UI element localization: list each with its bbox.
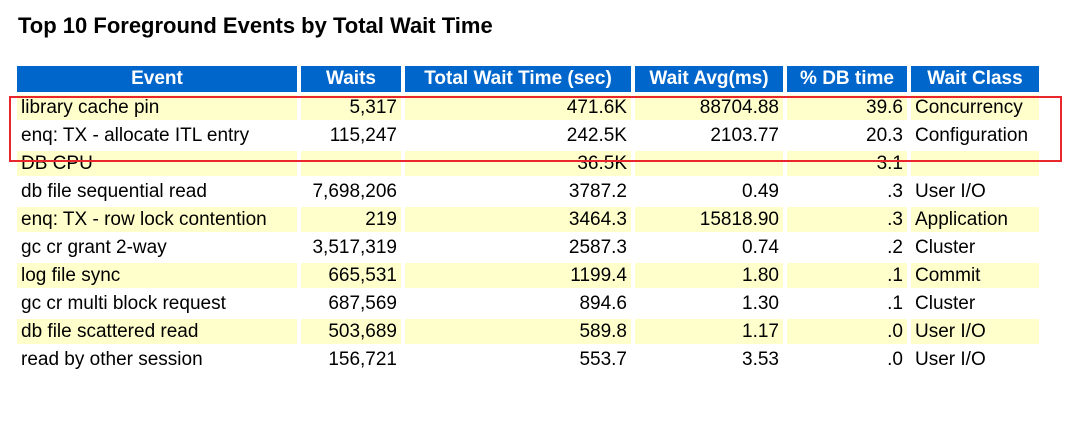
cell-pct-db-time: 20.3 — [787, 123, 907, 148]
cell-total-wait-time: 3464.3 — [405, 207, 631, 232]
cell-event: db file sequential read — [17, 179, 297, 204]
table-row: gc cr multi block request 687,569 894.6 … — [17, 291, 1039, 316]
cell-event: DB CPU — [17, 151, 297, 176]
cell-wait-class: Application — [911, 207, 1039, 232]
events-table: Event Waits Total Wait Time (sec) Wait A… — [13, 63, 1043, 375]
cell-event: enq: TX - allocate ITL entry — [17, 123, 297, 148]
cell-pct-db-time: .1 — [787, 291, 907, 316]
cell-wait-avg: 3.53 — [635, 347, 783, 372]
cell-wait-avg: 88704.88 — [635, 95, 783, 120]
cell-event: library cache pin — [17, 95, 297, 120]
table-row: db file sequential read 7,698,206 3787.2… — [17, 179, 1039, 204]
cell-waits: 3,517,319 — [301, 235, 401, 260]
cell-wait-avg — [635, 151, 783, 176]
cell-total-wait-time: 2587.3 — [405, 235, 631, 260]
cell-wait-avg: 1.80 — [635, 263, 783, 288]
header-wait-avg: Wait Avg(ms) — [635, 66, 783, 92]
cell-waits: 115,247 — [301, 123, 401, 148]
table-row: enq: TX - row lock contention 219 3464.3… — [17, 207, 1039, 232]
table-row: log file sync 665,531 1199.4 1.80 .1 Com… — [17, 263, 1039, 288]
header-wait-class: Wait Class — [911, 66, 1039, 92]
cell-wait-avg: 15818.90 — [635, 207, 783, 232]
cell-total-wait-time: 3787.2 — [405, 179, 631, 204]
cell-wait-avg: 1.17 — [635, 319, 783, 344]
cell-wait-class: User I/O — [911, 319, 1039, 344]
cell-pct-db-time: .0 — [787, 347, 907, 372]
table-body: library cache pin 5,317 471.6K 88704.88 … — [17, 95, 1039, 372]
cell-event: db file scattered read — [17, 319, 297, 344]
cell-wait-class: Concurrency — [911, 95, 1039, 120]
cell-event: read by other session — [17, 347, 297, 372]
header-event: Event — [17, 66, 297, 92]
cell-pct-db-time: 3.1 — [787, 151, 907, 176]
cell-pct-db-time: .3 — [787, 179, 907, 204]
cell-total-wait-time: 1199.4 — [405, 263, 631, 288]
cell-event: gc cr multi block request — [17, 291, 297, 316]
cell-wait-avg: 0.49 — [635, 179, 783, 204]
cell-waits: 156,721 — [301, 347, 401, 372]
cell-wait-class: User I/O — [911, 347, 1039, 372]
table-row: read by other session 156,721 553.7 3.53… — [17, 347, 1039, 372]
table-row: DB CPU 36.5K 3.1 — [17, 151, 1039, 176]
header-pct-db-time: % DB time — [787, 66, 907, 92]
cell-event: log file sync — [17, 263, 297, 288]
cell-waits: 219 — [301, 207, 401, 232]
cell-waits — [301, 151, 401, 176]
cell-total-wait-time: 242.5K — [405, 123, 631, 148]
cell-wait-avg: 2103.77 — [635, 123, 783, 148]
cell-event: gc cr grant 2-way — [17, 235, 297, 260]
cell-wait-class: Configuration — [911, 123, 1039, 148]
cell-wait-class: Commit — [911, 263, 1039, 288]
cell-pct-db-time: .2 — [787, 235, 907, 260]
table-row: library cache pin 5,317 471.6K 88704.88 … — [17, 95, 1039, 120]
table-row: gc cr grant 2-way 3,517,319 2587.3 0.74 … — [17, 235, 1039, 260]
report-title: Top 10 Foreground Events by Total Wait T… — [18, 13, 493, 38]
cell-wait-class — [911, 151, 1039, 176]
cell-total-wait-time: 589.8 — [405, 319, 631, 344]
cell-waits: 5,317 — [301, 95, 401, 120]
cell-total-wait-time: 36.5K — [405, 151, 631, 176]
cell-pct-db-time: .1 — [787, 263, 907, 288]
header-waits: Waits — [301, 66, 401, 92]
cell-wait-class: User I/O — [911, 179, 1039, 204]
cell-wait-class: Cluster — [911, 291, 1039, 316]
table-row: enq: TX - allocate ITL entry 115,247 242… — [17, 123, 1039, 148]
events-table-container: Event Waits Total Wait Time (sec) Wait A… — [17, 66, 1039, 372]
cell-wait-avg: 0.74 — [635, 235, 783, 260]
table-row: db file scattered read 503,689 589.8 1.1… — [17, 319, 1039, 344]
cell-waits: 7,698,206 — [301, 179, 401, 204]
cell-event: enq: TX - row lock contention — [17, 207, 297, 232]
table-header-row: Event Waits Total Wait Time (sec) Wait A… — [17, 66, 1039, 92]
cell-total-wait-time: 471.6K — [405, 95, 631, 120]
cell-wait-avg: 1.30 — [635, 291, 783, 316]
header-total-wait-time: Total Wait Time (sec) — [405, 66, 631, 92]
cell-total-wait-time: 553.7 — [405, 347, 631, 372]
cell-wait-class: Cluster — [911, 235, 1039, 260]
cell-total-wait-time: 894.6 — [405, 291, 631, 316]
cell-waits: 503,689 — [301, 319, 401, 344]
cell-pct-db-time: .0 — [787, 319, 907, 344]
cell-pct-db-time: .3 — [787, 207, 907, 232]
cell-waits: 687,569 — [301, 291, 401, 316]
cell-pct-db-time: 39.6 — [787, 95, 907, 120]
cell-waits: 665,531 — [301, 263, 401, 288]
